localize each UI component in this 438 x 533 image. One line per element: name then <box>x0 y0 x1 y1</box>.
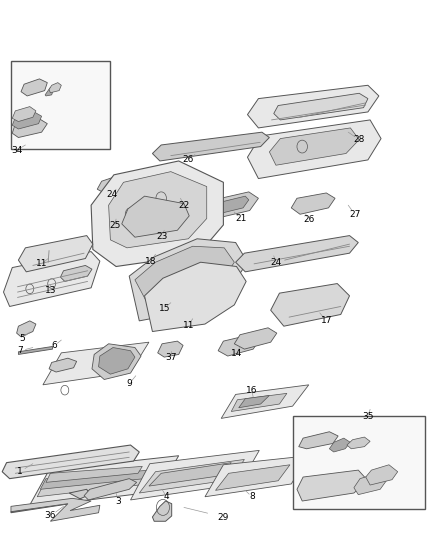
Text: 13: 13 <box>45 286 56 295</box>
Text: 3: 3 <box>115 497 121 505</box>
Polygon shape <box>247 120 381 179</box>
Polygon shape <box>234 328 277 349</box>
Text: 36: 36 <box>45 512 56 520</box>
Bar <box>11 61 110 149</box>
Polygon shape <box>122 196 189 237</box>
Polygon shape <box>18 236 93 272</box>
Polygon shape <box>239 395 269 408</box>
Polygon shape <box>297 470 368 501</box>
Polygon shape <box>49 358 77 372</box>
Text: 28: 28 <box>353 135 365 144</box>
Polygon shape <box>205 456 309 497</box>
Polygon shape <box>100 209 129 227</box>
Text: 16: 16 <box>246 386 258 394</box>
Text: 7: 7 <box>18 346 24 355</box>
Polygon shape <box>231 393 287 411</box>
Text: 22: 22 <box>178 201 190 209</box>
Polygon shape <box>45 87 53 96</box>
Polygon shape <box>291 193 335 214</box>
Polygon shape <box>99 348 135 374</box>
Polygon shape <box>129 239 247 321</box>
Text: 26: 26 <box>183 156 194 164</box>
Polygon shape <box>366 465 398 485</box>
Text: 24: 24 <box>270 258 282 266</box>
Text: 6: 6 <box>52 341 58 350</box>
Text: 37: 37 <box>165 353 177 361</box>
Polygon shape <box>109 172 207 248</box>
Bar <box>293 416 425 509</box>
Polygon shape <box>2 445 139 479</box>
Polygon shape <box>149 463 231 486</box>
Polygon shape <box>158 177 198 198</box>
Polygon shape <box>158 341 183 357</box>
Polygon shape <box>91 161 223 266</box>
Polygon shape <box>145 262 246 332</box>
Polygon shape <box>43 342 149 385</box>
Polygon shape <box>152 132 269 161</box>
Polygon shape <box>84 479 137 500</box>
Polygon shape <box>11 489 90 513</box>
Polygon shape <box>218 196 249 213</box>
Polygon shape <box>172 179 195 193</box>
Polygon shape <box>17 321 36 337</box>
Text: 15: 15 <box>159 304 170 312</box>
Polygon shape <box>221 385 309 418</box>
Text: 14: 14 <box>231 349 242 358</box>
Polygon shape <box>60 265 92 281</box>
Polygon shape <box>215 465 290 490</box>
Polygon shape <box>131 450 259 500</box>
Polygon shape <box>40 470 150 489</box>
Polygon shape <box>46 466 142 482</box>
Polygon shape <box>92 344 141 379</box>
Text: 27: 27 <box>349 210 360 219</box>
Polygon shape <box>139 459 244 493</box>
Polygon shape <box>49 83 61 93</box>
Text: 24: 24 <box>106 190 117 199</box>
Polygon shape <box>269 128 359 165</box>
Polygon shape <box>218 335 259 356</box>
Text: 29: 29 <box>218 513 229 521</box>
Text: 25: 25 <box>109 221 120 230</box>
Polygon shape <box>354 473 386 495</box>
Polygon shape <box>4 252 100 306</box>
Polygon shape <box>299 432 338 449</box>
Polygon shape <box>152 501 172 521</box>
Polygon shape <box>271 284 350 326</box>
Text: 26: 26 <box>303 215 314 224</box>
Polygon shape <box>12 107 36 122</box>
Text: 18: 18 <box>145 257 157 265</box>
Polygon shape <box>18 346 53 354</box>
Polygon shape <box>37 473 154 497</box>
Text: 11: 11 <box>183 321 194 329</box>
Text: 5: 5 <box>19 334 25 343</box>
Polygon shape <box>135 246 234 310</box>
Text: 23: 23 <box>156 232 168 240</box>
Text: 34: 34 <box>11 146 22 155</box>
Polygon shape <box>206 192 258 219</box>
Polygon shape <box>21 79 47 96</box>
Text: 9: 9 <box>126 379 132 388</box>
Polygon shape <box>329 438 350 452</box>
Text: 1: 1 <box>17 467 23 476</box>
Text: 4: 4 <box>164 492 169 501</box>
Text: 17: 17 <box>321 317 332 325</box>
Polygon shape <box>247 85 379 128</box>
Polygon shape <box>236 236 358 272</box>
Polygon shape <box>97 176 125 193</box>
Polygon shape <box>12 112 42 129</box>
Text: 21: 21 <box>235 214 247 223</box>
Polygon shape <box>12 118 47 138</box>
Text: 35: 35 <box>362 413 374 421</box>
Polygon shape <box>347 437 370 449</box>
Text: 11: 11 <box>36 260 47 268</box>
Polygon shape <box>28 456 179 507</box>
Text: 8: 8 <box>249 492 255 501</box>
Polygon shape <box>274 93 368 120</box>
Polygon shape <box>11 498 100 521</box>
